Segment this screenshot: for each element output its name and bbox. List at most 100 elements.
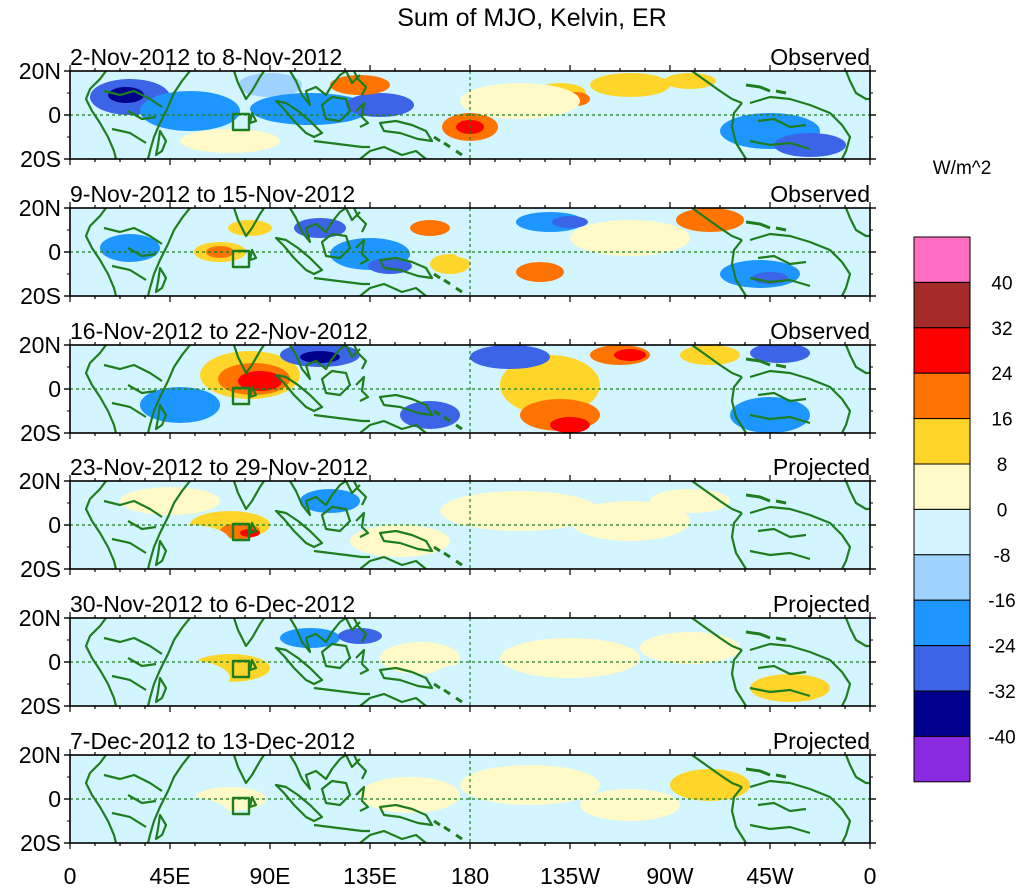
- colorbar-swatch: [913, 236, 971, 283]
- map-field: [70, 618, 870, 706]
- anomaly-contour: [238, 371, 282, 391]
- anomaly-contour: [650, 489, 730, 513]
- panel-date-range: 30-Nov-2012 to 6-Dec-2012: [70, 591, 355, 617]
- anomaly-contour: [330, 75, 390, 95]
- anomaly-contour: [180, 129, 280, 153]
- panel-date-range: 7-Dec-2012 to 13-Dec-2012: [70, 728, 355, 754]
- lon-label: 180: [451, 863, 489, 889]
- anomaly-contour: [774, 133, 846, 157]
- colorbar-label: -16: [988, 591, 1015, 612]
- colorbar-swatch: [913, 418, 971, 465]
- map-panel: 30-Nov-2012 to 6-Dec-2012 Projected 20N 0 20…: [19, 591, 876, 719]
- panel-status: Projected: [773, 591, 870, 617]
- map-panels: 2-Nov-2012 to 8-Nov-2012 Observed20N020S9…: [19, 44, 877, 889]
- colorbar-label: -32: [988, 682, 1015, 703]
- map-field: [70, 208, 870, 296]
- colorbar-label: -40: [988, 727, 1015, 748]
- anomaly-contour: [300, 489, 360, 513]
- anomaly-contour: [500, 638, 640, 678]
- colorbar-swatch: [913, 463, 971, 510]
- anomaly-contour: [740, 523, 820, 559]
- lat-label: 20S: [20, 283, 61, 309]
- map-panel: 9-Nov-2012 to 15-Nov-2012 Observed 20N 0 20S: [19, 181, 876, 309]
- colorbar-swatch: [913, 735, 971, 783]
- map-field: [70, 345, 870, 433]
- lat-label: 0: [48, 102, 61, 128]
- panel-status: Projected: [773, 454, 870, 480]
- panel-status: Observed: [770, 318, 870, 344]
- colorbar-swatch: [913, 690, 971, 737]
- map-panel: 23-Nov-2012 to 29-Nov-2012 Projected 20N 0 2…: [19, 454, 876, 582]
- map-panel: 2-Nov-2012 to 8-Nov-2012 Observed 20N 0 20S: [19, 44, 876, 172]
- anomaly-contour: [228, 220, 272, 236]
- lon-label: 0: [864, 863, 877, 889]
- colorbar-swatch: [913, 645, 971, 692]
- anomaly-contour: [450, 234, 530, 262]
- colorbar-label: 32: [991, 319, 1012, 340]
- anomaly-contour: [600, 101, 720, 141]
- anomaly-contour: [110, 658, 230, 698]
- lat-label: 20N: [19, 58, 61, 84]
- anomaly-contour: [680, 345, 740, 365]
- map-field: [70, 71, 870, 159]
- anomaly-contour: [550, 417, 590, 433]
- anomaly-contour: [150, 525, 230, 557]
- anomaly-contour: [330, 813, 410, 837]
- colorbar-label: 24: [991, 364, 1013, 385]
- map-panel: 16-Nov-2012 to 22-Nov-2012 Observed 20N 0 20…: [19, 318, 876, 446]
- panel-status: Projected: [773, 728, 870, 754]
- colorbar-swatch: [913, 508, 971, 556]
- lat-label: 0: [48, 239, 61, 265]
- lat-label: 20N: [19, 195, 61, 221]
- lat-label: 0: [48, 376, 61, 402]
- colorbar-label: -8: [994, 546, 1011, 567]
- lat-label: 20S: [20, 693, 61, 719]
- anomaly-contour: [460, 83, 580, 119]
- lat-label: 20N: [19, 468, 61, 494]
- lat-label: 20S: [20, 830, 61, 856]
- map-field: [70, 481, 870, 569]
- colorbar-swatch: [913, 554, 971, 601]
- panel-date-range: 9-Nov-2012 to 15-Nov-2012: [70, 181, 355, 207]
- anomaly-contour: [670, 769, 750, 801]
- anomaly-contour: [280, 628, 340, 648]
- anomaly-contour: [140, 91, 240, 131]
- anomaly-contour: [108, 87, 144, 103]
- colorbar-label: 40: [991, 273, 1012, 294]
- lat-label: 20S: [20, 556, 61, 582]
- anomaly-contour: [614, 349, 646, 361]
- lon-label: 90W: [646, 863, 694, 889]
- anomaly-contour: [338, 628, 382, 644]
- anomaly-contour: [460, 765, 600, 805]
- lon-label: 90E: [250, 863, 291, 889]
- lon-label: 45W: [746, 863, 794, 889]
- colorbar-swatch: [913, 327, 971, 374]
- anomaly-contour: [346, 93, 414, 117]
- anomaly-contour: [516, 262, 564, 282]
- colorbar-swatch: [913, 281, 971, 329]
- anomaly-contour: [410, 220, 450, 236]
- lat-label: 20S: [20, 420, 61, 446]
- anomaly-contour: [750, 345, 810, 363]
- lon-label: 135W: [540, 863, 600, 889]
- anomaly-contour: [570, 220, 690, 256]
- lat-label: 20N: [19, 332, 61, 358]
- anomaly-contour: [440, 491, 600, 531]
- panel-date-range: 23-Nov-2012 to 29-Nov-2012: [70, 454, 368, 480]
- anomaly-contour: [790, 811, 850, 839]
- lat-label: 0: [48, 512, 61, 538]
- lat-label: 20N: [19, 605, 61, 631]
- anomaly-contour: [300, 351, 340, 363]
- anomaly-contour: [580, 789, 680, 821]
- anomaly-contour: [730, 397, 810, 433]
- lon-label: 0: [64, 863, 77, 889]
- figure-title: Sum of MJO, Kelvin, ER: [397, 4, 667, 32]
- colorbar-label: 8: [997, 455, 1008, 476]
- anomaly-contour: [570, 501, 690, 541]
- anomaly-contour: [590, 73, 670, 97]
- anomaly-contour: [500, 355, 600, 415]
- colorbar-label: 16: [991, 410, 1012, 431]
- anomaly-contour: [470, 345, 550, 369]
- anomaly-contour: [360, 777, 460, 813]
- anomaly-contour: [120, 487, 220, 515]
